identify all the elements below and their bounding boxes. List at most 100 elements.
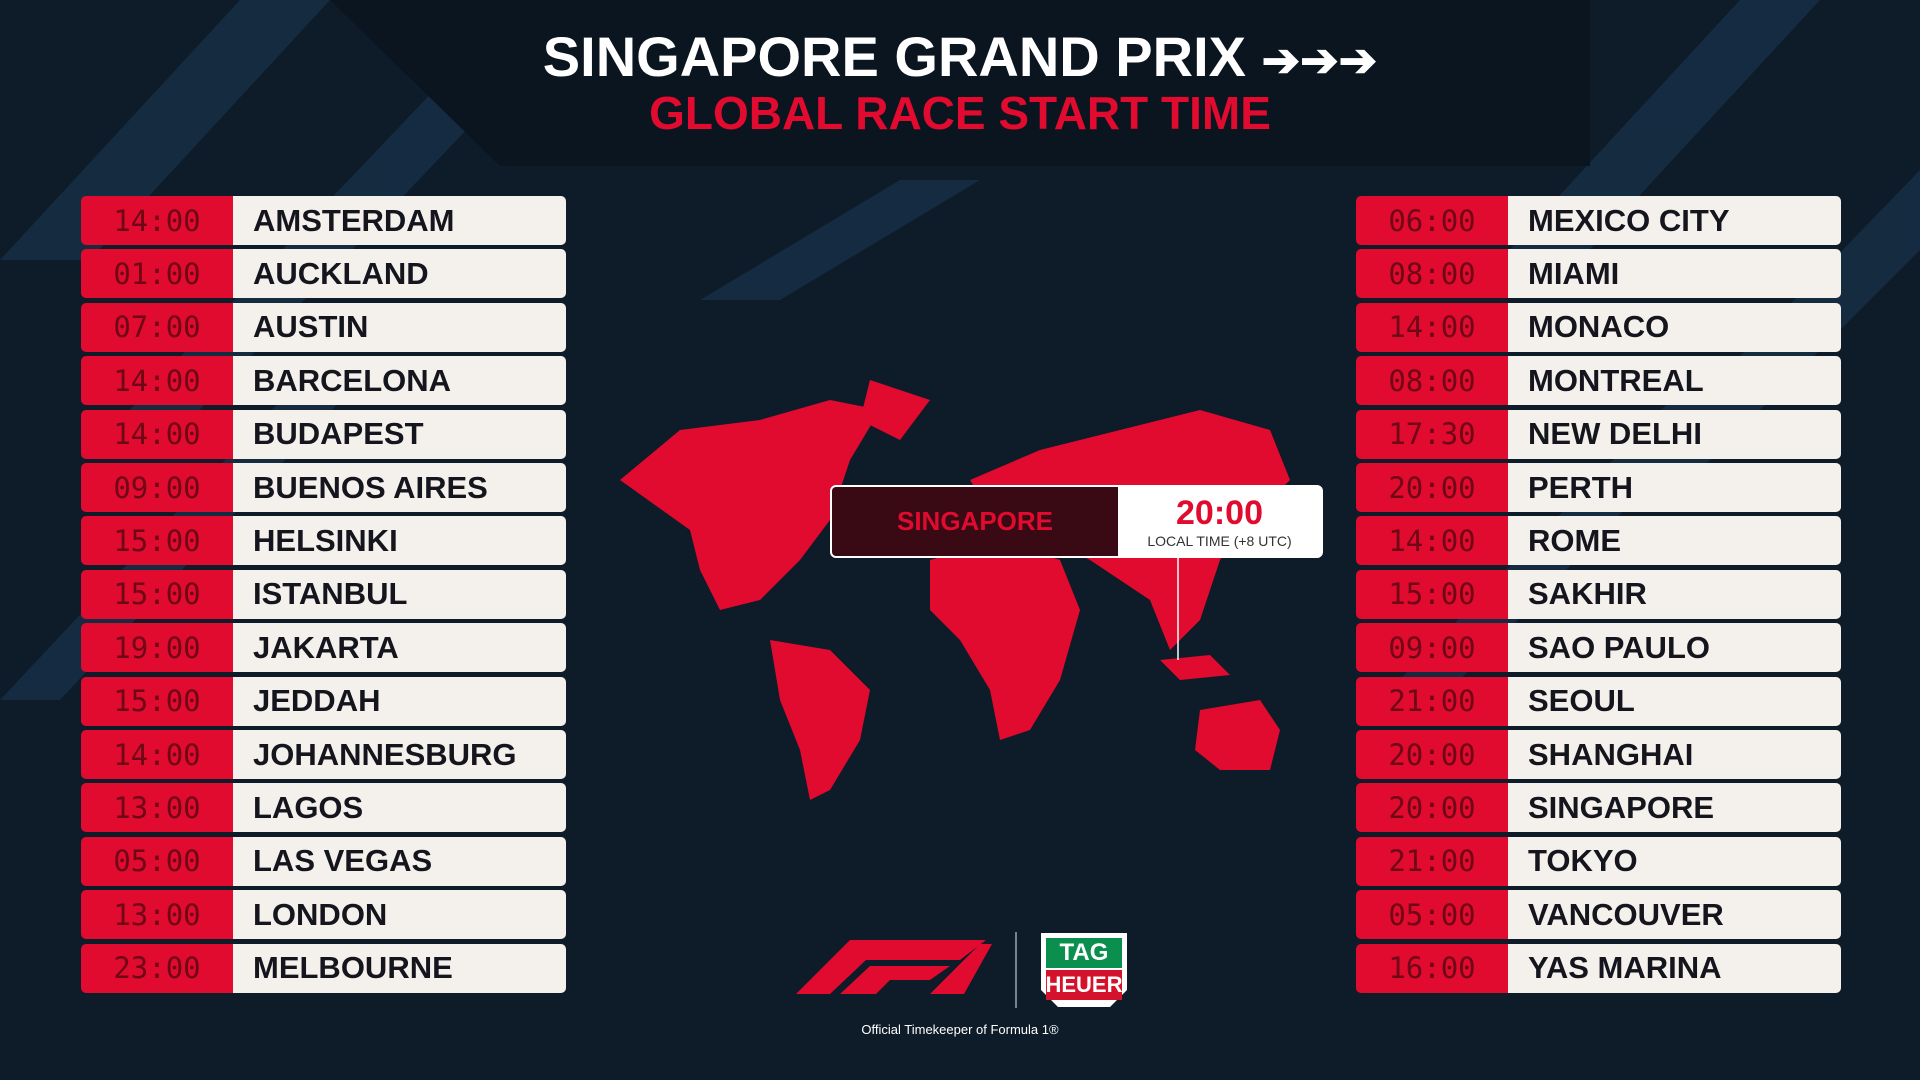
header-band — [330, 0, 1590, 166]
start-time: 20:00 — [1356, 463, 1508, 512]
time-row: 13:00 LAGOS — [81, 783, 566, 833]
start-time: 15:00 — [81, 676, 233, 726]
title-arrows: ➔➔➔ — [1261, 34, 1378, 86]
city-name: ROME — [1508, 516, 1841, 566]
time-row: 14:00 JOHANNESBURG — [81, 730, 566, 779]
city-name: BUDAPEST — [233, 409, 566, 459]
time-row: 16:00 YAS MARINA — [1356, 943, 1841, 993]
city-name: JAKARTA — [233, 623, 566, 673]
city-name: AUCKLAND — [233, 249, 566, 299]
footer-caption: Official Timekeeper of Formula 1® — [861, 1022, 1059, 1037]
start-time: 15:00 — [1356, 569, 1508, 619]
time-row: 15:00 SAKHIR — [1356, 569, 1841, 619]
time-row: 14:00 BUDAPEST — [81, 409, 566, 459]
start-time: 05:00 — [81, 836, 233, 886]
title: SINGAPORE GRAND PRIX ➔➔➔ — [0, 24, 1920, 89]
start-time: 14:00 — [81, 356, 233, 406]
start-time: 19:00 — [81, 623, 233, 673]
city-name: SEOUL — [1508, 676, 1841, 726]
subtitle: GLOBAL RACE START TIME — [649, 87, 1271, 139]
city-name: AMSTERDAM — [233, 196, 566, 245]
city-name: ISTANBUL — [233, 569, 566, 619]
start-time: 14:00 — [1356, 516, 1508, 566]
city-name: MELBOURNE — [233, 943, 566, 993]
time-row: 15:00 ISTANBUL — [81, 569, 566, 619]
time-row: 07:00 AUSTIN — [81, 302, 566, 352]
time-row: 23:00 MELBOURNE — [81, 943, 566, 993]
city-name: JEDDAH — [233, 676, 566, 726]
city-name: SAO PAULO — [1508, 623, 1841, 673]
time-row: 01:00 AUCKLAND — [81, 249, 566, 299]
start-time: 09:00 — [1356, 623, 1508, 673]
time-row: 15:00 JEDDAH — [81, 676, 566, 726]
time-row: 08:00 MONTREAL — [1356, 356, 1841, 406]
start-time: 14:00 — [81, 730, 233, 779]
time-row: 09:00 SAO PAULO — [1356, 623, 1841, 673]
city-name: VANCOUVER — [1508, 890, 1841, 940]
time-row: 05:00 VANCOUVER — [1356, 890, 1841, 940]
callout-note: LOCAL TIME (+8 UTC) — [1147, 533, 1292, 549]
tag-logo-red — [1046, 970, 1122, 1000]
start-time: 07:00 — [81, 302, 233, 352]
start-time: 14:00 — [81, 409, 233, 459]
city-name: MONTREAL — [1508, 356, 1841, 406]
time-row: 15:00 HELSINKI — [81, 516, 566, 566]
callout-info: 20:00 LOCAL TIME (+8 UTC) — [1118, 487, 1321, 556]
city-name: TOKYO — [1508, 836, 1841, 886]
heuer-logo-text: HEUER — [1045, 972, 1122, 997]
city-name: MONACO — [1508, 302, 1841, 352]
start-time: 14:00 — [1356, 302, 1508, 352]
callout: SINGAPORE 20:00 LOCAL TIME (+8 UTC) — [830, 485, 1323, 558]
time-row: 20:00 SINGAPORE — [1356, 783, 1841, 833]
city-name: SAKHIR — [1508, 569, 1841, 619]
time-row: 14:00 BARCELONA — [81, 356, 566, 406]
start-time: 15:00 — [81, 516, 233, 566]
city-name: MIAMI — [1508, 249, 1841, 299]
time-row: 21:00 SEOUL — [1356, 676, 1841, 726]
tag-logo-green — [1046, 938, 1122, 968]
time-row: 08:00 MIAMI — [1356, 249, 1841, 299]
time-row: 05:00 LAS VEGAS — [81, 836, 566, 886]
city-name: LAS VEGAS — [233, 836, 566, 886]
time-row: 06:00 MEXICO CITY — [1356, 196, 1841, 245]
city-name: YAS MARINA — [1508, 943, 1841, 993]
world-map — [620, 380, 1290, 800]
time-row: 14:00 MONACO — [1356, 302, 1841, 352]
title-text: SINGAPORE GRAND PRIX — [542, 25, 1246, 88]
start-time: 21:00 — [1356, 836, 1508, 886]
time-row: 19:00 JAKARTA — [81, 623, 566, 673]
city-name: HELSINKI — [233, 516, 566, 566]
start-time: 08:00 — [1356, 356, 1508, 406]
time-row: 21:00 TOKYO — [1356, 836, 1841, 886]
start-time: 21:00 — [1356, 676, 1508, 726]
time-row: 17:30 NEW DELHI — [1356, 409, 1841, 459]
start-time: 13:00 — [81, 890, 233, 940]
start-time: 14:00 — [81, 196, 233, 245]
time-row: 20:00 PERTH — [1356, 463, 1841, 512]
start-time: 15:00 — [81, 569, 233, 619]
f1-logo — [796, 940, 992, 994]
city-name: BARCELONA — [233, 356, 566, 406]
city-name: NEW DELHI — [1508, 409, 1841, 459]
tag-logo-text: TAG — [1060, 939, 1109, 966]
callout-city: SINGAPORE — [832, 487, 1118, 556]
start-time: 05:00 — [1356, 890, 1508, 940]
start-time: 09:00 — [81, 463, 233, 512]
start-time: 13:00 — [81, 783, 233, 833]
city-name: MEXICO CITY — [1508, 196, 1841, 245]
start-time: 23:00 — [81, 943, 233, 993]
start-time: 17:30 — [1356, 409, 1508, 459]
start-time: 20:00 — [1356, 783, 1508, 833]
city-name: AUSTIN — [233, 302, 566, 352]
city-name: PERTH — [1508, 463, 1841, 512]
callout-time: 20:00 — [1176, 494, 1263, 532]
city-name: LAGOS — [233, 783, 566, 833]
time-row: 20:00 SHANGHAI — [1356, 730, 1841, 779]
time-row: 09:00 BUENOS AIRES — [81, 463, 566, 512]
start-time: 20:00 — [1356, 730, 1508, 779]
time-row: 13:00 LONDON — [81, 890, 566, 940]
start-time: 06:00 — [1356, 196, 1508, 245]
start-time: 16:00 — [1356, 943, 1508, 993]
start-time: 08:00 — [1356, 249, 1508, 299]
